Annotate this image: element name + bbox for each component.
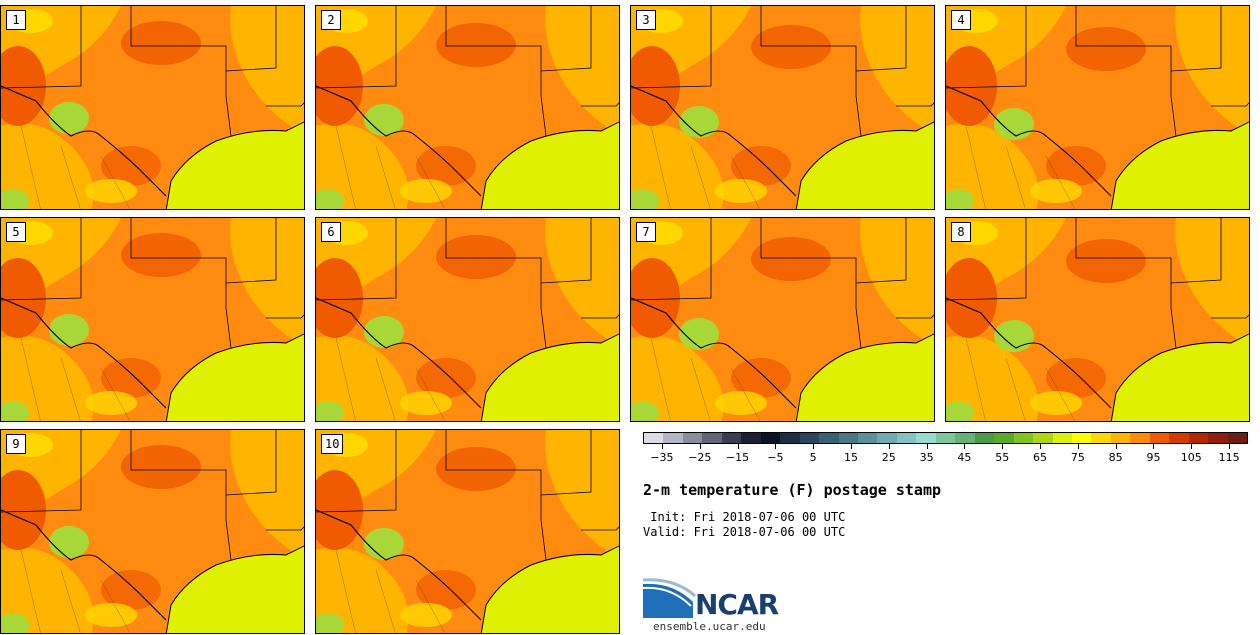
colorbar-bin — [663, 433, 683, 443]
stamp-panel-4[interactable]: 4 — [945, 5, 1250, 210]
stamp-panel-7[interactable]: 7 — [630, 217, 935, 422]
member-number: 6 — [321, 222, 341, 242]
colorbar-bin — [780, 433, 800, 443]
colorbar-bin — [1110, 433, 1131, 443]
stamp-panel-2[interactable]: 2 — [315, 5, 620, 210]
colorbar-bin — [955, 433, 975, 443]
colorbar-tick-label: 105 — [1180, 451, 1202, 464]
stamp-panel-8[interactable]: 8 — [945, 217, 1250, 422]
colorbar-bin — [1227, 433, 1248, 443]
colorbar-tick-label: 85 — [1108, 451, 1123, 464]
colorbar-tick-label: 35 — [919, 451, 934, 464]
member-number: 2 — [321, 10, 341, 30]
colorbar-bin — [644, 433, 664, 443]
colorbar-tick-label: −25 — [688, 451, 712, 464]
stamp-panel-5[interactable]: 5 — [0, 217, 305, 422]
colorbar-tick-label: 55 — [995, 451, 1010, 464]
temperature-map — [1, 6, 304, 209]
valid-time: Valid: Fri 2018-07-06 00 UTC — [643, 525, 846, 539]
temperature-map — [946, 218, 1249, 421]
temperature-map — [631, 218, 934, 421]
colorbar-bin — [838, 433, 858, 443]
member-number: 1 — [6, 10, 26, 30]
colorbar-bin — [1013, 433, 1034, 443]
colorbar-bin — [819, 433, 839, 443]
temperature-colorbar — [643, 432, 1248, 444]
member-number: 10 — [321, 434, 344, 454]
colorbar-bin — [916, 433, 936, 443]
colorbar-tick-label: 65 — [1033, 451, 1048, 464]
colorbar-tick-label: 75 — [1070, 451, 1085, 464]
colorbar-tick-label: 115 — [1218, 451, 1240, 464]
ncar-wordmark: NCAR — [695, 588, 779, 621]
colorbar-tick-label: 15 — [843, 451, 858, 464]
member-number: 5 — [6, 222, 26, 242]
colorbar-ticks: −35 −25 −15 −5 5 15 25 35 45 55 65 75 85 95 105 115 — [643, 444, 1248, 466]
stamp-panel-3[interactable]: 3 — [630, 5, 935, 210]
colorbar-bin — [702, 433, 722, 443]
colorbar-bin — [935, 433, 956, 443]
colorbar-bin — [1169, 433, 1189, 443]
stamp-panel-10[interactable]: 10 — [315, 429, 620, 634]
member-number: 4 — [951, 10, 971, 30]
member-number: 8 — [951, 222, 971, 242]
colorbar-tick-label: 95 — [1146, 451, 1161, 464]
colorbar-bin — [877, 433, 897, 443]
temperature-map — [316, 430, 619, 633]
colorbar-tick-label: 45 — [957, 451, 972, 464]
colorbar-bin — [1033, 433, 1053, 443]
colorbar-bin — [1130, 433, 1150, 443]
colorbar-bin — [1052, 433, 1072, 443]
colorbar-bin — [1188, 433, 1209, 443]
colorbar-tick-label: 25 — [881, 451, 896, 464]
member-number: 7 — [636, 222, 656, 242]
temperature-map — [316, 6, 619, 209]
ncar-logo-icon — [643, 578, 697, 618]
colorbar-bin — [1149, 433, 1170, 443]
colorbar-bin — [721, 433, 742, 443]
colorbar-bin — [1208, 433, 1228, 443]
temperature-map — [1, 430, 304, 633]
member-number: 3 — [636, 10, 656, 30]
temperature-map — [631, 6, 934, 209]
member-number: 9 — [6, 434, 26, 454]
colorbar-bin — [799, 433, 820, 443]
stamp-panel-9[interactable]: 9 — [0, 429, 305, 634]
stamp-panel-1[interactable]: 1 — [0, 5, 305, 210]
plot-title: 2-m temperature (F) postage stamp — [643, 481, 942, 499]
temperature-map — [316, 218, 619, 421]
colorbar-tick-label: 5 — [809, 451, 817, 464]
colorbar-tick-label: −35 — [650, 451, 674, 464]
colorbar-bin — [896, 433, 917, 443]
init-time: Init: Fri 2018-07-06 00 UTC — [643, 510, 846, 524]
colorbar-bin — [974, 433, 995, 443]
colorbar-bin — [857, 433, 878, 443]
site-url[interactable]: ensemble.ucar.edu — [653, 620, 766, 633]
colorbar-bin — [994, 433, 1014, 443]
colorbar-bin — [760, 433, 781, 443]
colorbar-bin — [1091, 433, 1111, 443]
temperature-map — [946, 6, 1249, 209]
colorbar-bin — [682, 433, 703, 443]
colorbar-tick-label: −5 — [767, 451, 784, 464]
temperature-map — [1, 218, 304, 421]
stamp-panel-6[interactable]: 6 — [315, 217, 620, 422]
colorbar-tick-label: −15 — [725, 451, 750, 464]
colorbar-bin — [741, 433, 761, 443]
colorbar-bin — [1071, 433, 1092, 443]
